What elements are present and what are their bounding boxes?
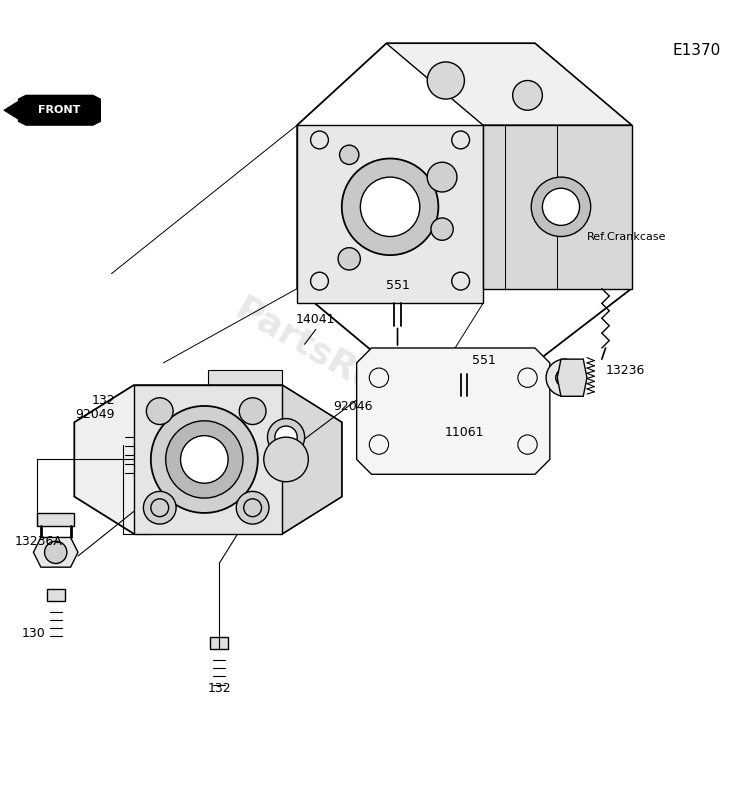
Circle shape bbox=[513, 81, 542, 110]
Polygon shape bbox=[483, 125, 632, 289]
Circle shape bbox=[264, 437, 308, 482]
Circle shape bbox=[146, 398, 173, 425]
Text: 92049: 92049 bbox=[76, 408, 115, 422]
Circle shape bbox=[151, 406, 258, 513]
Circle shape bbox=[542, 188, 580, 226]
Bar bbox=[123, 413, 141, 426]
Text: 14041: 14041 bbox=[296, 313, 336, 326]
Circle shape bbox=[546, 359, 583, 396]
Polygon shape bbox=[282, 385, 342, 534]
Circle shape bbox=[143, 491, 176, 524]
Text: 551: 551 bbox=[472, 354, 496, 366]
Circle shape bbox=[531, 177, 591, 237]
Text: Ref.Crankcase: Ref.Crankcase bbox=[587, 231, 666, 242]
Polygon shape bbox=[134, 385, 282, 534]
Circle shape bbox=[45, 541, 67, 563]
Polygon shape bbox=[19, 95, 100, 125]
Polygon shape bbox=[33, 538, 78, 567]
Text: 132: 132 bbox=[91, 394, 115, 406]
Circle shape bbox=[340, 145, 359, 165]
Circle shape bbox=[236, 491, 269, 524]
Text: FRONT: FRONT bbox=[38, 106, 81, 115]
Polygon shape bbox=[74, 385, 342, 534]
Circle shape bbox=[275, 426, 297, 448]
Bar bbox=[210, 637, 228, 649]
Circle shape bbox=[181, 436, 228, 483]
Circle shape bbox=[239, 398, 266, 425]
Text: E1370: E1370 bbox=[672, 43, 721, 58]
Bar bbox=[47, 589, 65, 601]
Circle shape bbox=[166, 421, 243, 498]
Text: 551: 551 bbox=[386, 279, 409, 292]
Circle shape bbox=[267, 418, 305, 456]
Circle shape bbox=[431, 218, 453, 240]
Polygon shape bbox=[357, 348, 550, 474]
Polygon shape bbox=[4, 101, 19, 119]
Circle shape bbox=[427, 62, 464, 99]
Text: 132: 132 bbox=[207, 682, 231, 695]
Polygon shape bbox=[297, 125, 483, 303]
Circle shape bbox=[360, 177, 420, 237]
Polygon shape bbox=[557, 359, 587, 396]
Circle shape bbox=[338, 248, 360, 270]
Text: 130: 130 bbox=[22, 626, 45, 640]
Text: 11061: 11061 bbox=[444, 426, 484, 439]
Bar bbox=[37, 513, 74, 526]
Bar bbox=[208, 370, 282, 400]
Text: 13236A: 13236A bbox=[15, 534, 62, 548]
Polygon shape bbox=[386, 43, 632, 125]
Circle shape bbox=[427, 162, 457, 192]
Text: PartsRepublika: PartsRepublika bbox=[229, 293, 514, 478]
Text: 13236: 13236 bbox=[606, 364, 645, 377]
Text: 92046: 92046 bbox=[333, 400, 373, 413]
Circle shape bbox=[342, 158, 438, 255]
